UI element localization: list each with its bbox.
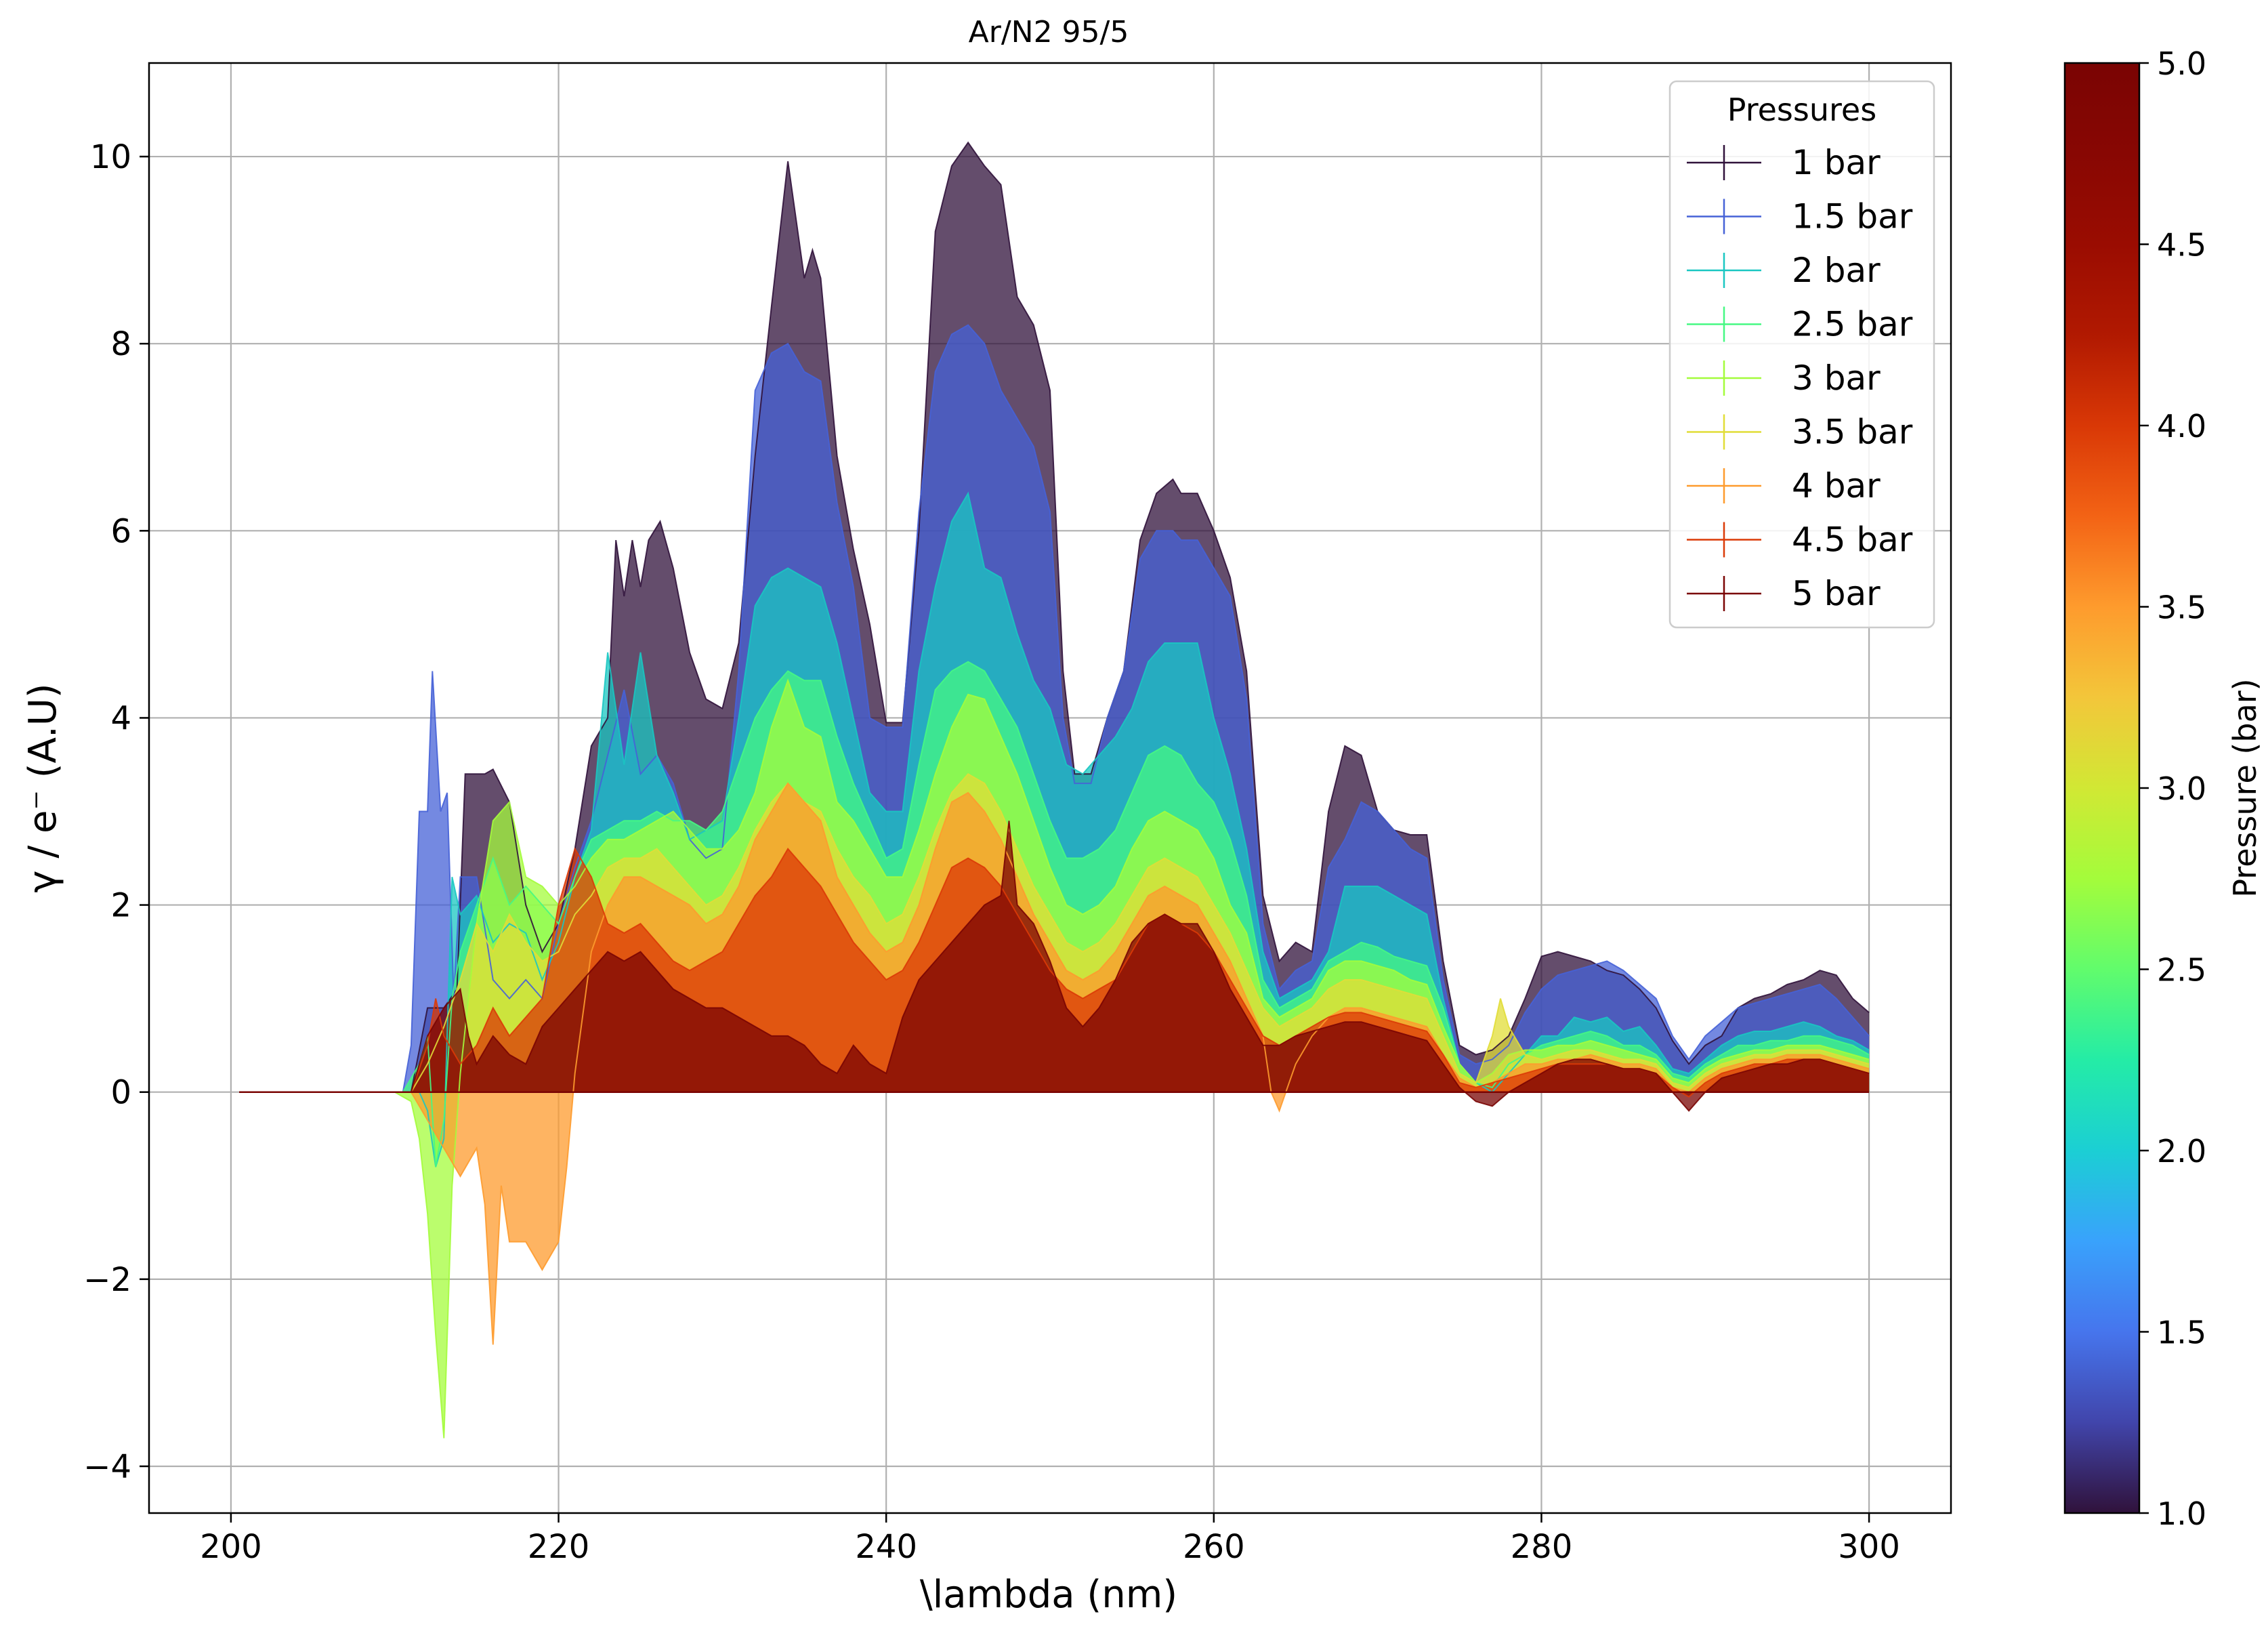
series-area [239, 821, 1870, 1111]
y-tick-label: 10 [90, 138, 131, 176]
legend-box [1668, 80, 1935, 629]
colorbar-gradient [2063, 62, 2141, 1514]
chart-title: Ar/N2 95/5 [969, 15, 1129, 49]
y-axis-label: γ / e⁻ (A.U) [21, 683, 65, 892]
y-tick-label: −4 [83, 1448, 131, 1486]
series-line [239, 661, 1870, 1167]
legend-label: 4 bar [1792, 466, 1881, 505]
x-tick-label: 280 [1511, 1528, 1573, 1566]
legend-label: 2.5 bar [1792, 305, 1913, 344]
legend-label: 3 bar [1792, 358, 1881, 398]
y-tick-label: 0 [110, 1074, 131, 1112]
colorbar: 1.0 1.5 2.0 2.5 3.0 3.5 4.0 4.5 5.0 Pressure (ba… [2063, 45, 2263, 1532]
legend-label: 1 bar [1792, 143, 1881, 182]
series-line [239, 324, 1870, 1093]
legend-label: 1.5 bar [1792, 197, 1913, 236]
series-lines [239, 141, 1870, 1439]
legend: Pressures 1 bar 1.5 bar 2 bar 2.5 bar 3 bar 3… [1668, 80, 1935, 629]
series-line [239, 491, 1870, 1167]
x-axis-label: \lambda (nm) [920, 1573, 1177, 1617]
y-axis-ticks: −4 −2 0 2 4 6 8 10 [83, 138, 149, 1486]
colorbar-ticks: 1.0 1.5 2.0 2.5 3.0 3.5 4.0 4.5 5.0 [2139, 45, 2206, 1532]
colorbar-tick-label: 3.5 [2157, 590, 2206, 626]
colorbar-tick-label: 4.5 [2157, 227, 2206, 264]
y-tick-label: −2 [83, 1261, 131, 1299]
x-tick-label: 260 [1183, 1528, 1245, 1566]
colorbar-tick-label: 2.5 [2157, 952, 2206, 989]
x-tick-label: 220 [528, 1528, 590, 1566]
legend-label: 4.5 bar [1792, 520, 1913, 560]
x-tick-label: 300 [1838, 1528, 1900, 1566]
colorbar-label: Pressure (bar) [2227, 678, 2263, 897]
x-tick-label: 240 [855, 1528, 917, 1566]
colorbar-tick-label: 1.0 [2157, 1495, 2206, 1532]
x-tick-label: 200 [200, 1528, 262, 1566]
colorbar-tick-label: 5.0 [2157, 45, 2206, 82]
colorbar-tick-label: 3.0 [2157, 770, 2206, 807]
colorbar-tick-label: 4.0 [2157, 408, 2206, 445]
series-line [239, 773, 1870, 1093]
legend-label: 3.5 bar [1792, 413, 1913, 452]
x-axis-ticks: 200 220 240 260 280 300 [200, 1513, 1900, 1566]
y-tick-label: 2 [110, 887, 131, 925]
series-line [239, 782, 1870, 1345]
legend-label: 5 bar [1792, 574, 1881, 613]
colorbar-tick-label: 1.5 [2157, 1315, 2206, 1351]
plot-frame [148, 62, 1952, 1514]
legend-label: 2 bar [1792, 251, 1881, 290]
series-line [239, 821, 1870, 1112]
y-tick-label: 4 [110, 699, 131, 737]
y-tick-label: 8 [110, 325, 131, 363]
y-tick-label: 6 [110, 512, 131, 550]
legend-title: Pressures [1727, 91, 1876, 128]
legend-items: 1 bar 1.5 bar 2 bar 2.5 bar 3 bar 3.5 bar 4 ba… [1687, 143, 1913, 613]
colorbar-tick-label: 2.0 [2157, 1133, 2206, 1170]
